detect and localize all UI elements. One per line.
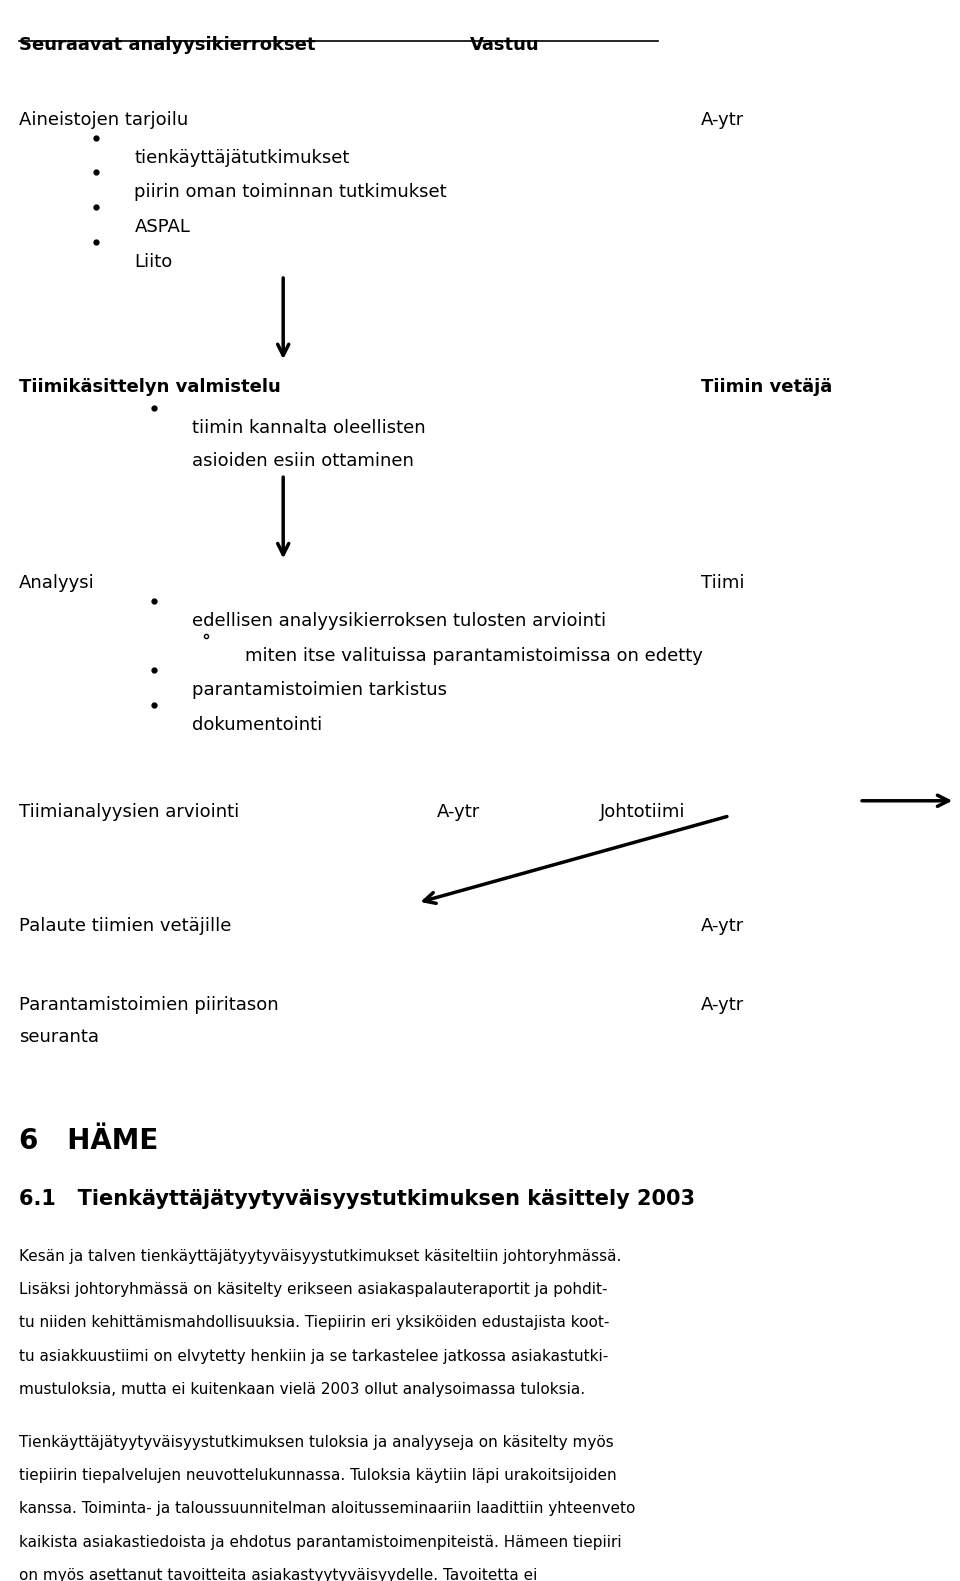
Text: Analyysi: Analyysi <box>19 574 95 591</box>
Text: edellisen analyysikierroksen tulosten arviointi: edellisen analyysikierroksen tulosten ar… <box>192 612 606 629</box>
Text: Tiimin vetäjä: Tiimin vetäjä <box>701 378 832 395</box>
Text: mustuloksia, mutta ei kuitenkaan vielä 2003 ollut analysoimassa tuloksia.: mustuloksia, mutta ei kuitenkaan vielä 2… <box>19 1382 586 1396</box>
Text: Kesän ja talven tienkäyttäjätyytyväisyystutkimukset käsiteltiin johtoryhmässä.: Kesän ja talven tienkäyttäjätyytyväisyys… <box>19 1249 621 1263</box>
Text: A-ytr: A-ytr <box>437 803 480 821</box>
Text: tiepiirin tiepalvelujen neuvottelukunnassa. Tuloksia käytiin läpi urakoitsijoide: tiepiirin tiepalvelujen neuvottelukunnas… <box>19 1469 617 1483</box>
Text: Vastuu: Vastuu <box>470 36 540 54</box>
Text: 6   HÄME: 6 HÄME <box>19 1127 158 1156</box>
Text: tu asiakkuustiimi on elvytetty henkiin ja se tarkastelee jatkossa asiakastutki-: tu asiakkuustiimi on elvytetty henkiin j… <box>19 1349 609 1363</box>
Text: Tienkäyttäjätyytyväisyystutkimuksen tuloksia ja analyyseja on käsitelty myös: Tienkäyttäjätyytyväisyystutkimuksen tulo… <box>19 1436 614 1450</box>
Text: Aineistojen tarjoilu: Aineistojen tarjoilu <box>19 111 188 128</box>
Text: Palaute tiimien vetäjille: Palaute tiimien vetäjille <box>19 917 231 934</box>
Text: tienkäyttäjätutkimukset: tienkäyttäjätutkimukset <box>134 149 349 166</box>
Text: Johtotiimi: Johtotiimi <box>600 803 685 821</box>
Text: 6.1   Tienkäyttäjätyytyväisyystutkimuksen käsittely 2003: 6.1 Tienkäyttäjätyytyväisyystutkimuksen … <box>19 1189 695 1209</box>
Text: Liito: Liito <box>134 253 173 270</box>
Text: on myös asettanut tavoitteita asiakastyytyväisyydelle. Tavoitetta ei: on myös asettanut tavoitteita asiakastyy… <box>19 1568 538 1581</box>
Text: Parantamistoimien piiritason: Parantamistoimien piiritason <box>19 996 278 1013</box>
Text: ASPAL: ASPAL <box>134 218 190 236</box>
Text: tu niiden kehittämismahdollisuuksia. Tiepiirin eri yksiköiden edustajista koot-: tu niiden kehittämismahdollisuuksia. Tie… <box>19 1315 610 1330</box>
Text: Tiimikäsittelyn valmistelu: Tiimikäsittelyn valmistelu <box>19 378 281 395</box>
Text: A-ytr: A-ytr <box>701 111 744 128</box>
Text: Lisäksi johtoryhmässä on käsitelty erikseen asiakaspalauteraportit ja pohdit-: Lisäksi johtoryhmässä on käsitelty eriks… <box>19 1282 608 1296</box>
Text: parantamistoimien tarkistus: parantamistoimien tarkistus <box>192 681 447 699</box>
Text: miten itse valituissa parantamistoimissa on edetty: miten itse valituissa parantamistoimissa… <box>245 647 703 664</box>
Text: tiimin kannalta oleellisten: tiimin kannalta oleellisten <box>192 419 425 436</box>
Text: piirin oman toiminnan tutkimukset: piirin oman toiminnan tutkimukset <box>134 183 447 201</box>
Text: Tiimianalyysien arviointi: Tiimianalyysien arviointi <box>19 803 239 821</box>
Text: A-ytr: A-ytr <box>701 917 744 934</box>
Text: dokumentointi: dokumentointi <box>192 716 323 734</box>
Text: kaikista asiakastiedoista ja ehdotus parantamistoimenpiteistä. Hämeen tiepiiri: kaikista asiakastiedoista ja ehdotus par… <box>19 1535 622 1549</box>
Text: Seuraavat analyysikierrokset: Seuraavat analyysikierrokset <box>19 36 316 54</box>
Text: seuranta: seuranta <box>19 1028 99 1045</box>
Text: kanssa. Toiminta- ja taloussuunnitelman aloitusseminaariin laadittiin yhteenveto: kanssa. Toiminta- ja taloussuunnitelman … <box>19 1502 636 1516</box>
Text: asioiden esiin ottaminen: asioiden esiin ottaminen <box>192 452 414 470</box>
Text: A-ytr: A-ytr <box>701 996 744 1013</box>
Text: Tiimi: Tiimi <box>701 574 744 591</box>
